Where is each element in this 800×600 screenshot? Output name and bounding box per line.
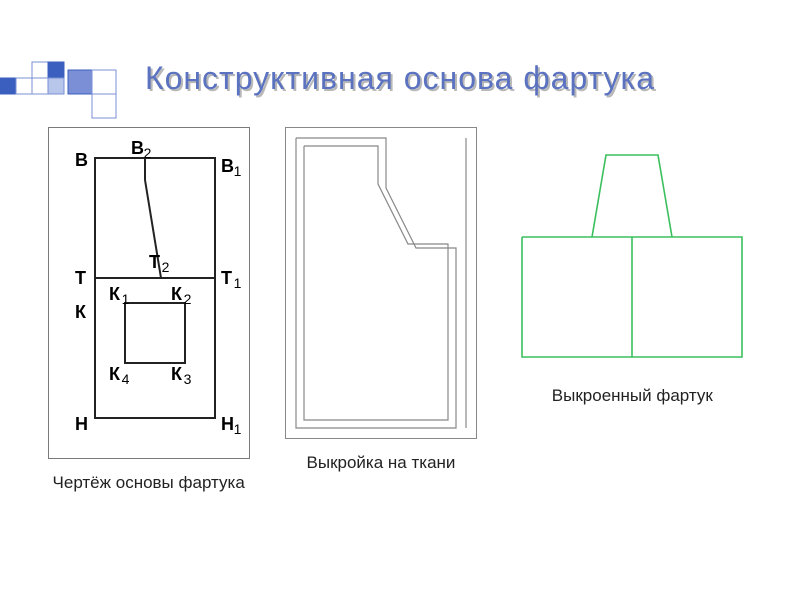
panel-cut-box (512, 127, 752, 372)
corner-decoration (0, 60, 140, 130)
svg-text:2: 2 (143, 145, 151, 161)
svg-text:К: К (171, 364, 183, 384)
svg-text:3: 3 (183, 371, 191, 387)
fabric-svg (286, 128, 476, 438)
svg-text:2: 2 (161, 259, 169, 275)
panel-cut-caption: Выкроенный фартук (552, 386, 713, 406)
drawing-svg: ВВ2В1ТТ2Т1КК1К2К4К3НН1 (49, 128, 249, 458)
svg-text:Т: Т (75, 268, 86, 288)
svg-text:2: 2 (183, 291, 191, 307)
svg-text:В: В (75, 150, 88, 170)
svg-text:В: В (131, 138, 144, 158)
svg-text:К: К (75, 302, 87, 322)
svg-text:1: 1 (233, 275, 241, 291)
panel-fabric-box (285, 127, 477, 439)
svg-text:К: К (109, 284, 121, 304)
panel-drawing-box: ВВ2В1ТТ2Т1КК1К2К4К3НН1 (48, 127, 250, 459)
svg-text:1: 1 (233, 163, 241, 179)
svg-text:1: 1 (121, 291, 129, 307)
svg-text:В: В (221, 156, 234, 176)
panel-drawing: ВВ2В1ТТ2Т1КК1К2К4К3НН1 Чертёж основы фар… (48, 127, 250, 493)
svg-text:Т: Т (221, 268, 232, 288)
svg-text:1: 1 (233, 421, 241, 437)
cut-svg (512, 127, 752, 367)
svg-text:К: К (171, 284, 183, 304)
title-text: Конструктивная основа фартука (145, 60, 655, 96)
panel-cut: Выкроенный фартук (512, 127, 752, 406)
svg-text:Т: Т (149, 252, 160, 272)
panel-fabric: Выкройка на ткани (285, 127, 477, 473)
svg-text:Н: Н (75, 414, 88, 434)
panel-fabric-caption: Выкройка на ткани (307, 453, 456, 473)
svg-text:Н: Н (221, 414, 234, 434)
panels-row: ВВ2В1ТТ2Т1КК1К2К4К3НН1 Чертёж основы фар… (0, 127, 800, 493)
panel-drawing-caption: Чертёж основы фартука (53, 473, 245, 493)
svg-text:4: 4 (121, 371, 129, 387)
svg-text:К: К (109, 364, 121, 384)
